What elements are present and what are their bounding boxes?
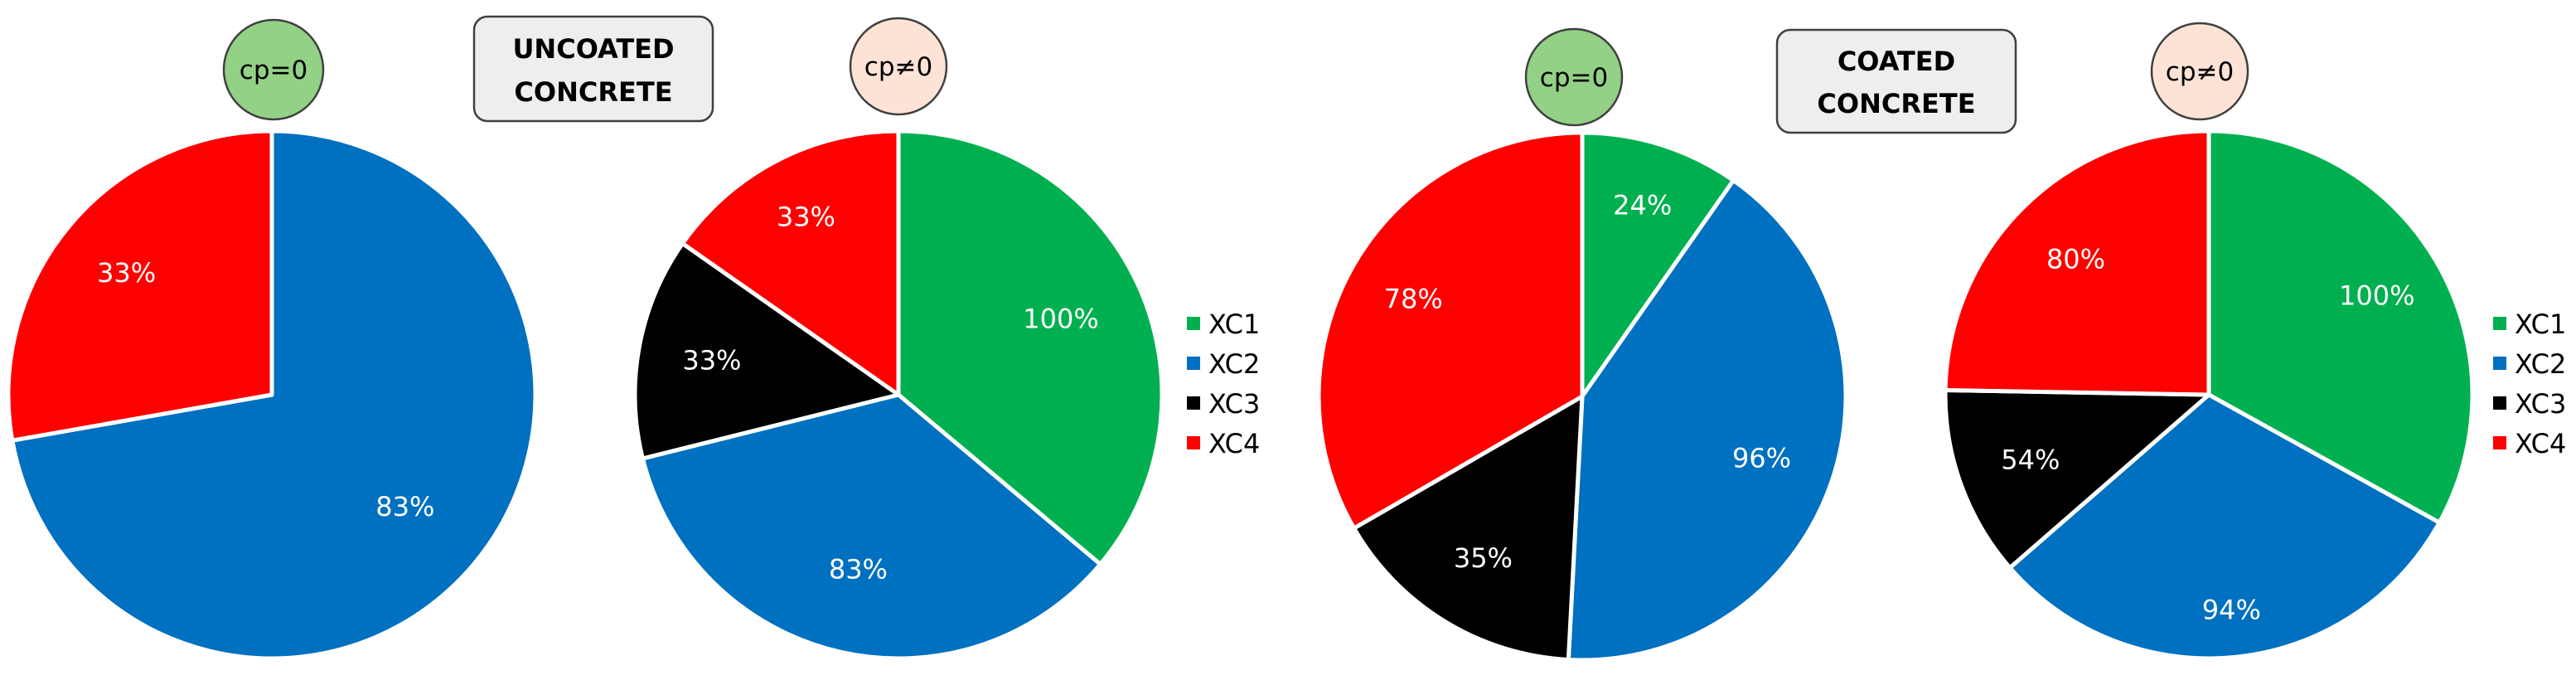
- pie-slice-xc3: [632, 241, 901, 461]
- coated-title-box: [1775, 28, 2017, 134]
- badge-coated-cpne0: cp≠0: [2150, 22, 2249, 121]
- legend-swatch-xc3: [1187, 396, 1200, 410]
- legend-label-xc3: XC3: [1208, 388, 1260, 420]
- slice-label-xc4: 33%: [777, 202, 835, 233]
- uncoated-title: UNCOATED CONCRETE: [472, 15, 714, 123]
- pie-slice-xc4: [1316, 130, 1585, 531]
- pie-slice-xc3: [1352, 394, 1585, 663]
- slice-label-xc4: 78%: [1384, 283, 1443, 314]
- pie-slice-xc1: [1580, 130, 1736, 399]
- legend-coated: XC1 XC2 XC3 XC4: [2493, 308, 2566, 459]
- slice-label-xc4: 80%: [2046, 244, 2105, 275]
- slice-label-xc1: 24%: [1613, 190, 1672, 221]
- slice-label-xc2: 83%: [829, 554, 888, 585]
- pie-coated-cpne0: 100% 94% 54% 80%: [1943, 129, 2475, 661]
- badge-circle: [2150, 22, 2249, 121]
- legend-swatch-xc4: [1187, 436, 1200, 449]
- uncoated-title-line2: CONCRETE: [514, 76, 672, 108]
- badge-circle: [849, 17, 948, 116]
- badge-circle: [1524, 27, 1624, 127]
- badge-label: cp=0: [240, 56, 307, 85]
- pie-uncoated-cpne0: 100% 83% 33% 33%: [632, 129, 1165, 661]
- slice-label-xc3: 35%: [1454, 542, 1513, 574]
- legend-label-xc4: XC4: [2515, 428, 2566, 459]
- slice-label-xc2: 83%: [375, 491, 434, 522]
- slice-label-xc4: 33%: [97, 257, 156, 289]
- pie-uncoated-cp0: 83% 33%: [6, 129, 538, 661]
- uncoated-title-line1: UNCOATED: [512, 33, 674, 65]
- uncoated-title-box: [472, 15, 714, 123]
- slice-label-xc3: 54%: [2001, 444, 2060, 475]
- slice-label-xc1: 100%: [1023, 304, 1098, 335]
- badge-label: cp≠0: [864, 52, 932, 82]
- legend-label-xc3: XC3: [2515, 388, 2566, 420]
- badge-circle: [222, 18, 325, 121]
- badge-label: cp≠0: [2166, 57, 2234, 87]
- legend-swatch-xc1: [2493, 317, 2506, 330]
- slice-label-xc2: 96%: [1732, 443, 1791, 474]
- coated-title-line1: COATED: [1838, 46, 1955, 77]
- pie-slice-xc4: [6, 129, 274, 443]
- pie-slice-xc3: [1943, 387, 2211, 571]
- coated-title-line2: CONCRETE: [1817, 88, 1975, 119]
- coated-title: COATED CONCRETE: [1775, 28, 2017, 134]
- pie-coated-cp0: 24% 96% 35% 78%: [1316, 130, 1848, 663]
- pie-slice-xc1: [896, 129, 1165, 566]
- pie-slice-xc2: [1566, 178, 1848, 663]
- slice-label-xc1: 100%: [2339, 280, 2414, 312]
- pie-slice-xc4: [680, 129, 901, 397]
- badge-uncoated-cp0: cp=0: [222, 18, 325, 121]
- badge-label: cp=0: [1540, 63, 1608, 93]
- legend-swatch-xc2: [1187, 357, 1200, 370]
- legend-swatch-xc4: [2493, 436, 2506, 449]
- legend-label-xc1: XC1: [1208, 308, 1260, 340]
- badge-uncoated-cpne0: cp≠0: [849, 17, 948, 116]
- pie-slice-xc2: [2007, 392, 2442, 661]
- legend-uncoated: XC1 XC2 XC3 XC4: [1187, 308, 1260, 459]
- legend-swatch-xc1: [1187, 317, 1200, 330]
- legend-label-xc1: XC1: [2515, 308, 2566, 340]
- pie-slice-xc2: [640, 392, 1103, 661]
- legend-swatch-xc2: [2493, 357, 2506, 370]
- legend-swatch-xc3: [2493, 396, 2506, 410]
- slice-label-xc2: 94%: [2202, 594, 2261, 625]
- pie-slice-xc1: [2206, 129, 2475, 525]
- legend-label-xc4: XC4: [1208, 428, 1260, 459]
- slice-label-xc3: 33%: [682, 344, 741, 376]
- badge-coated-cp0: cp=0: [1524, 27, 1624, 127]
- pie-slice-xc4: [1943, 129, 2211, 397]
- legend-label-xc2: XC2: [2515, 348, 2566, 380]
- legend-label-xc2: XC2: [1208, 348, 1260, 380]
